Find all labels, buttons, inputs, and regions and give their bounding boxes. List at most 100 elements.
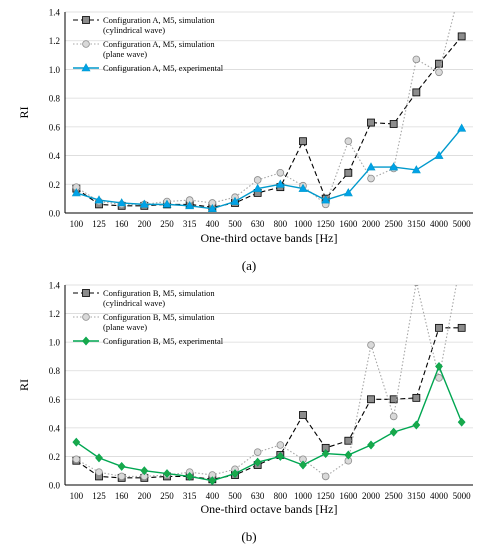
x-tick-label: 400 bbox=[206, 219, 220, 229]
data-point bbox=[185, 471, 194, 481]
legend-label: (plane wave) bbox=[103, 49, 147, 59]
data-point bbox=[230, 196, 240, 205]
y-tick-label: 0.6 bbox=[49, 395, 61, 405]
data-point bbox=[95, 453, 103, 463]
legend-label: (cylindrical wave) bbox=[103, 298, 165, 308]
legend: Configuration B, M5, simulation(cylindri… bbox=[73, 288, 224, 346]
x-tick-label: 200 bbox=[138, 219, 152, 229]
x-tick-label: 1600 bbox=[339, 491, 358, 501]
data-point bbox=[299, 411, 307, 419]
x-tick-label: 125 bbox=[92, 491, 106, 501]
y-tick-label: 1.2 bbox=[49, 36, 60, 46]
legend-marker bbox=[82, 16, 90, 24]
x-tick-label: 500 bbox=[228, 219, 242, 229]
data-point bbox=[457, 32, 466, 41]
legend-marker bbox=[81, 63, 91, 72]
data-point bbox=[435, 361, 443, 371]
plot-area bbox=[72, 285, 466, 485]
data-point bbox=[185, 201, 195, 210]
data-point bbox=[231, 469, 239, 479]
data-point bbox=[412, 88, 421, 97]
x-tick-label: 5000 bbox=[453, 491, 472, 501]
y-tick-label: 1.4 bbox=[49, 281, 61, 291]
x-tick-label: 400 bbox=[206, 491, 220, 501]
panel-label: (a) bbox=[242, 258, 256, 273]
data-point bbox=[207, 203, 217, 212]
x-tick-label: 1250 bbox=[317, 219, 336, 229]
x-tick-label: 100 bbox=[70, 491, 84, 501]
chart-panel-a: 0.0 0.2 0.4 0.6 0.8 1.0 1.2 1.4 100 125 160 200 250 3… bbox=[17, 8, 473, 273]
data-point bbox=[276, 451, 285, 461]
data-point bbox=[413, 285, 419, 286]
data-point bbox=[344, 436, 353, 445]
x-tick-label: 4000 bbox=[430, 491, 449, 501]
data-point bbox=[389, 412, 398, 421]
y-tick-label: 1.2 bbox=[49, 309, 60, 319]
data-point bbox=[412, 420, 421, 430]
data-point bbox=[367, 341, 375, 349]
data-point bbox=[71, 188, 81, 197]
x-tick-label: 2500 bbox=[385, 219, 404, 229]
data-point bbox=[321, 449, 330, 459]
data-point bbox=[389, 427, 398, 437]
y-axis-title: RI bbox=[17, 106, 31, 118]
data-point bbox=[72, 455, 81, 464]
x-tick-label: 1600 bbox=[339, 219, 358, 229]
data-point bbox=[163, 469, 171, 479]
x-tick-label: 800 bbox=[274, 219, 288, 229]
data-point bbox=[344, 450, 353, 460]
data-point bbox=[457, 123, 467, 132]
data-point bbox=[389, 395, 398, 404]
data-point bbox=[367, 395, 375, 404]
data-point bbox=[367, 174, 375, 183]
data-point bbox=[299, 137, 307, 146]
legend-label: Configuration A, M5, experimental bbox=[103, 63, 224, 73]
y-tick-label: 0.0 bbox=[49, 481, 61, 491]
legend-label: Configuration B, M5, simulation bbox=[103, 288, 215, 298]
x-tick-label: 250 bbox=[160, 219, 174, 229]
data-point bbox=[412, 55, 421, 64]
data-point bbox=[389, 162, 399, 171]
y-tick-label: 0.2 bbox=[49, 452, 60, 462]
data-point bbox=[117, 198, 127, 207]
data-point bbox=[434, 150, 444, 159]
data-point bbox=[367, 118, 375, 127]
y-tick-label: 0.0 bbox=[49, 209, 61, 219]
series-line bbox=[75, 364, 463, 482]
series-3 bbox=[72, 361, 466, 485]
x-tick-label: 5000 bbox=[453, 219, 472, 229]
x-tick-label: 800 bbox=[274, 491, 288, 501]
data-point bbox=[299, 460, 307, 470]
legend-marker bbox=[82, 336, 90, 346]
x-tick-label: 200 bbox=[138, 491, 152, 501]
series-line bbox=[76, 127, 463, 210]
x-tick-label: 160 bbox=[115, 219, 129, 229]
data-point bbox=[253, 183, 263, 192]
data-point bbox=[162, 199, 172, 208]
series-line bbox=[76, 12, 455, 206]
x-tick-label: 100 bbox=[70, 219, 84, 229]
y-axis-title: RI bbox=[17, 379, 31, 391]
series-2 bbox=[72, 285, 457, 481]
legend-label: (plane wave) bbox=[103, 322, 147, 332]
legend-label: Configuration A, M5, simulation bbox=[103, 15, 215, 25]
data-point bbox=[275, 179, 285, 188]
series-line bbox=[76, 285, 457, 478]
data-point bbox=[298, 183, 308, 192]
data-point bbox=[94, 195, 104, 204]
x-tick-label: 3150 bbox=[407, 491, 426, 501]
x-tick-label: 2000 bbox=[362, 219, 381, 229]
legend-label: (cylindrical wave) bbox=[103, 25, 165, 35]
y-tick-label: 1.0 bbox=[49, 65, 61, 75]
data-point bbox=[117, 472, 126, 481]
data-point bbox=[95, 468, 103, 476]
x-tick-label: 125 bbox=[92, 219, 106, 229]
legend-marker bbox=[82, 40, 90, 48]
data-point bbox=[457, 323, 466, 332]
data-point bbox=[253, 176, 262, 184]
data-point bbox=[435, 59, 443, 68]
data-point bbox=[435, 374, 443, 382]
data-point bbox=[412, 393, 421, 402]
legend-label: Configuration B, M5, experimental bbox=[103, 336, 224, 346]
data-point bbox=[457, 417, 466, 427]
